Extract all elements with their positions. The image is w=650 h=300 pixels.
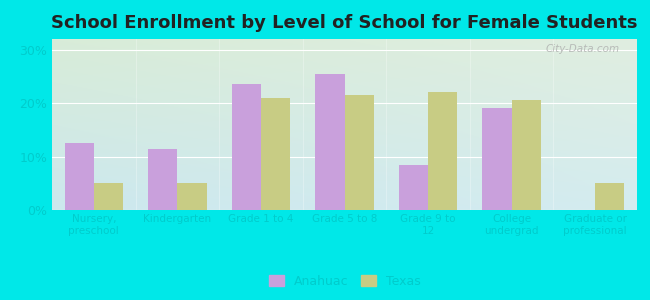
Bar bbox=[482, 109, 512, 210]
Bar bbox=[177, 183, 207, 210]
Bar bbox=[512, 100, 541, 210]
Bar bbox=[64, 143, 94, 210]
Title: School Enrollment by Level of School for Female Students: School Enrollment by Level of School for… bbox=[51, 14, 638, 32]
Bar bbox=[148, 148, 177, 210]
Bar bbox=[261, 98, 290, 210]
Bar bbox=[595, 183, 625, 210]
Legend: Anahuac, Texas: Anahuac, Texas bbox=[263, 270, 426, 293]
Bar bbox=[315, 74, 344, 210]
Bar bbox=[428, 92, 458, 210]
Text: City-Data.com: City-Data.com bbox=[545, 44, 619, 54]
Bar bbox=[94, 183, 123, 210]
Bar bbox=[231, 84, 261, 210]
Bar bbox=[399, 165, 428, 210]
Bar bbox=[344, 95, 374, 210]
